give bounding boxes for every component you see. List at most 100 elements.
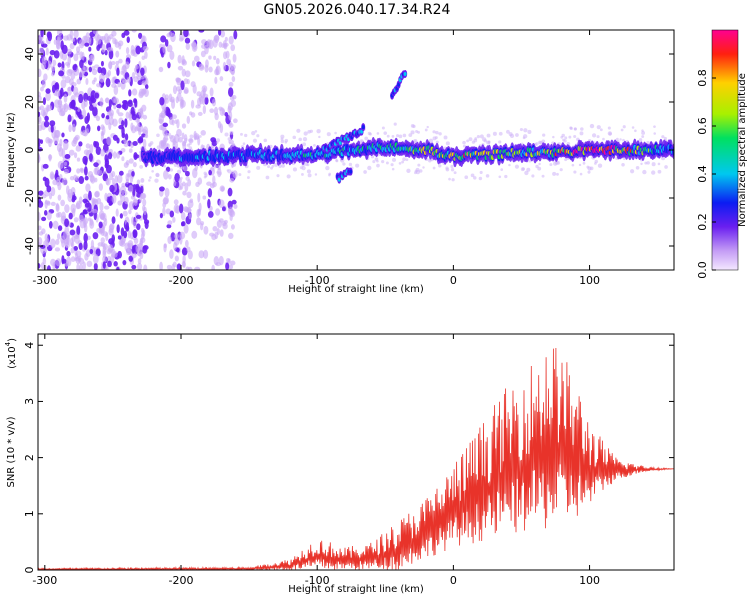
noise-point — [78, 141, 83, 147]
noise-point — [131, 72, 136, 79]
haze-point — [276, 174, 280, 178]
noise-point — [228, 35, 234, 45]
haze-point — [549, 163, 553, 167]
haze-point — [476, 135, 481, 139]
spectrogram-y-ticks: 40 20 0 -20 -40 — [23, 47, 674, 255]
noise-point — [109, 223, 115, 231]
noise-point — [174, 255, 179, 262]
noise-point — [115, 151, 121, 159]
haze-point — [381, 126, 385, 130]
noise-point — [177, 54, 182, 64]
noise-point — [116, 137, 120, 144]
snr-line — [38, 347, 674, 570]
noise-point — [111, 216, 116, 224]
noise-point — [38, 225, 42, 231]
snr-x-tick-label: 0 — [450, 574, 457, 587]
noise-point — [104, 49, 108, 56]
noise-point — [46, 265, 51, 270]
noise-point — [115, 60, 120, 66]
haze-point — [573, 134, 577, 139]
noise-point — [48, 138, 53, 144]
noise-point — [173, 199, 179, 205]
haze-point — [267, 165, 271, 169]
noise-point — [84, 42, 90, 47]
haze-point — [326, 132, 331, 137]
snr-frame — [37, 333, 675, 571]
noise-point — [125, 173, 130, 182]
noise-point — [101, 125, 106, 136]
haze-point — [156, 133, 160, 138]
noise-point — [40, 30, 44, 38]
noise-point — [204, 96, 209, 105]
noise-point — [82, 65, 86, 75]
noise-point — [171, 119, 175, 126]
noise-point — [98, 183, 104, 191]
noise-point — [96, 83, 102, 88]
noise-point — [135, 185, 140, 193]
noise-point — [93, 77, 97, 82]
noise-point — [78, 176, 85, 185]
haze-point — [307, 173, 312, 178]
noise-point — [101, 43, 106, 53]
noise-point — [40, 86, 44, 92]
noise-point — [100, 149, 106, 157]
noise-point — [109, 184, 115, 193]
colorbar-tick-label: 0.6 — [696, 117, 709, 135]
haze-point — [367, 131, 372, 136]
noise-point — [119, 170, 124, 176]
noise-point — [111, 83, 117, 88]
noise-point — [120, 193, 126, 203]
noise-point — [131, 216, 135, 225]
noise-point — [113, 97, 119, 105]
noise-point — [133, 221, 137, 229]
spectrogram-y-label: Frequency (Hz) — [6, 112, 17, 188]
noise-point — [168, 173, 172, 180]
haze-point — [596, 135, 600, 139]
haze-point — [445, 141, 450, 146]
haze-point — [468, 137, 473, 142]
noise-point — [186, 206, 192, 214]
noise-point — [53, 129, 60, 138]
noise-point — [89, 218, 94, 226]
haze-point — [139, 165, 144, 169]
haze-point — [498, 140, 502, 144]
haze-point — [247, 170, 251, 174]
haze-point — [571, 163, 575, 167]
noise-point — [96, 227, 102, 233]
noise-point — [38, 190, 44, 196]
haze-point — [188, 146, 193, 151]
noise-point — [218, 255, 224, 266]
haze-point — [224, 132, 229, 137]
noise-point — [105, 178, 111, 186]
noise-point — [212, 175, 216, 185]
noise-point — [186, 191, 192, 199]
noise-point — [230, 44, 236, 52]
noise-point — [61, 132, 65, 138]
haze-point — [386, 134, 390, 138]
noise-point — [99, 72, 105, 83]
haze-point — [569, 126, 573, 130]
noise-point — [221, 43, 225, 48]
noise-point — [162, 207, 166, 217]
noise-point — [70, 203, 76, 214]
haze-point — [552, 135, 555, 139]
noise-point — [108, 122, 112, 131]
snr-y-tick-label: 1 — [23, 510, 36, 517]
haze-point — [508, 163, 511, 167]
noise-point — [104, 192, 108, 201]
noise-point — [73, 174, 78, 181]
noise-point — [88, 54, 94, 62]
noise-point — [142, 45, 149, 52]
noise-point — [71, 37, 76, 42]
noise-point — [194, 266, 201, 270]
noise-point — [195, 181, 200, 187]
noise-point — [82, 155, 88, 165]
noise-point — [111, 177, 115, 185]
haze-point — [506, 129, 510, 134]
haze-point — [408, 133, 413, 137]
noise-point — [233, 204, 238, 209]
noise-point — [191, 230, 198, 239]
haze-point — [252, 138, 258, 143]
haze-point — [538, 140, 542, 145]
svg-text:(x104): (x104) — [4, 338, 18, 369]
